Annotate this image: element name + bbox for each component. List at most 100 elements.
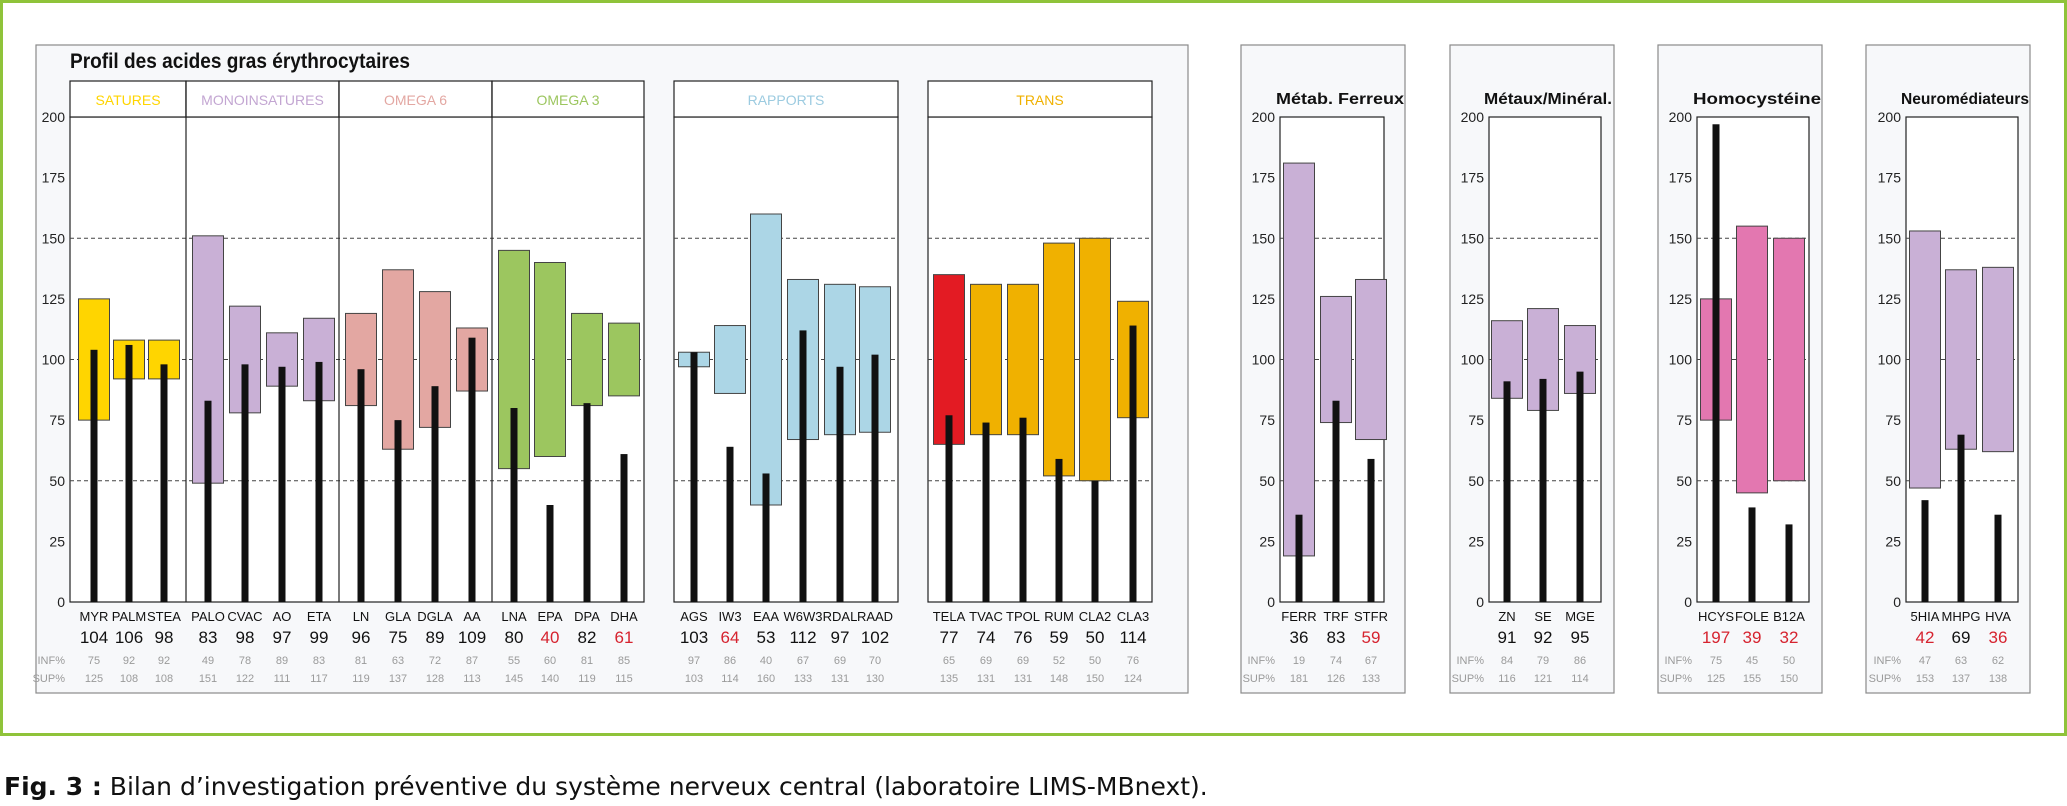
y-tick-label: 0 [57,594,65,610]
sup-row-label: SUP% [1243,673,1276,685]
y-tick-label: 50 [49,473,65,489]
item-sup: 160 [757,673,775,685]
inf-row-label: INF% [1874,655,1902,667]
item-name: HVA [1985,609,2011,624]
y-tick-label: 175 [42,170,66,186]
range-bar [1007,283,1039,436]
item-name: 5HIA [1911,609,1940,624]
item-sup: 128 [426,673,444,685]
item-value: 104 [80,628,108,647]
item-value: 59 [1050,628,1069,647]
item-sup: 119 [352,673,370,685]
item-sup: 138 [1989,673,2007,685]
item-value: 95 [1571,628,1590,647]
range-bar [382,269,414,450]
y-tick-label: 100 [1461,352,1485,368]
y-tick-label: 150 [1461,230,1485,246]
y-tick-label: 25 [1259,533,1275,549]
range-bar [824,283,856,436]
item-value: 74 [977,628,996,647]
item-sup: 181 [1290,673,1308,685]
item-name: ZN [1498,609,1515,624]
item-value: 103 [680,628,708,647]
caption-text: Bilan d’investigation préventive du syst… [101,772,1208,801]
item-inf: 69 [834,655,846,667]
group-header [927,80,1153,118]
item-sup: 150 [1086,673,1104,685]
group-header [185,80,340,118]
item-inf: 81 [581,655,593,667]
item-value: 76 [1014,628,1033,647]
item-sup: 137 [389,673,407,685]
y-tick-label: 150 [1252,230,1276,246]
range-bar [608,322,640,397]
panel-title: Profil des acides gras érythrocytaires [70,50,410,73]
y-tick-label: 125 [1669,291,1693,307]
item-inf: 19 [1293,655,1305,667]
item-name: RDAL [823,609,858,624]
item-name: MHPG [1942,609,1981,624]
item-name: CLA3 [1117,609,1150,624]
item-name: TELA [933,609,966,624]
item-inf: 83 [313,655,325,667]
item-value: 36 [1989,628,2008,647]
item-name: LNA [501,609,527,624]
item-sup: 150 [1780,673,1798,685]
item-value: 59 [1362,628,1381,647]
item-name: W6W3 [784,609,823,624]
range-bar [1043,242,1075,477]
item-inf: 79 [1537,655,1549,667]
value-bar [690,352,698,602]
y-tick-label: 150 [1669,230,1693,246]
item-value: 97 [273,628,292,647]
item-name: RUM [1044,609,1074,624]
value-bar [160,364,168,602]
value-bar [1129,325,1137,602]
value-bar [762,473,770,602]
item-inf: 62 [1992,655,2004,667]
item-sup: 108 [155,673,173,685]
group-label: MONOINSATURES [201,92,324,108]
value-bar [1295,514,1303,602]
item-sup: 125 [1707,673,1725,685]
item-sup: 119 [578,673,596,685]
item-sup: 103 [685,673,703,685]
item-sup: 137 [1952,673,1970,685]
item-inf: 81 [355,655,367,667]
y-tick-label: 25 [1676,533,1692,549]
y-tick-label: 175 [1878,170,1902,186]
y-tick-label: 75 [1468,412,1484,428]
item-inf: 74 [1330,655,1342,667]
value-bar [546,505,554,602]
value-bar [1367,458,1375,602]
y-tick-label: 75 [49,412,65,428]
item-value: 97 [831,628,850,647]
inf-row-label: INF% [38,655,66,667]
value-bar [278,366,286,602]
y-tick-label: 125 [1878,291,1902,307]
item-sup: 151 [199,673,217,685]
item-inf: 72 [429,655,441,667]
item-inf: 55 [508,655,520,667]
item-inf: 67 [797,655,809,667]
item-value: 109 [458,628,486,647]
range-bar [1283,162,1315,557]
item-inf: 65 [943,655,955,667]
y-tick-label: 50 [1676,473,1692,489]
item-value: 83 [1327,628,1346,647]
item-value: 114 [1119,628,1146,647]
item-name: ETA [307,609,332,624]
y-tick-label: 75 [1676,412,1692,428]
item-name: DPA [574,609,600,624]
item-value: 61 [615,628,634,647]
sup-row-label: SUP% [1869,673,1902,685]
item-inf: 84 [1501,655,1513,667]
y-tick-label: 125 [1461,291,1485,307]
y-tick-label: 175 [1461,170,1485,186]
item-value: 92 [1534,628,1553,647]
range-bar [1982,266,2014,453]
value-bar [1748,507,1756,602]
item-name: TPOL [1006,609,1040,624]
item-name: HCYS [1698,609,1734,624]
sup-row-label: SUP% [1660,673,1693,685]
